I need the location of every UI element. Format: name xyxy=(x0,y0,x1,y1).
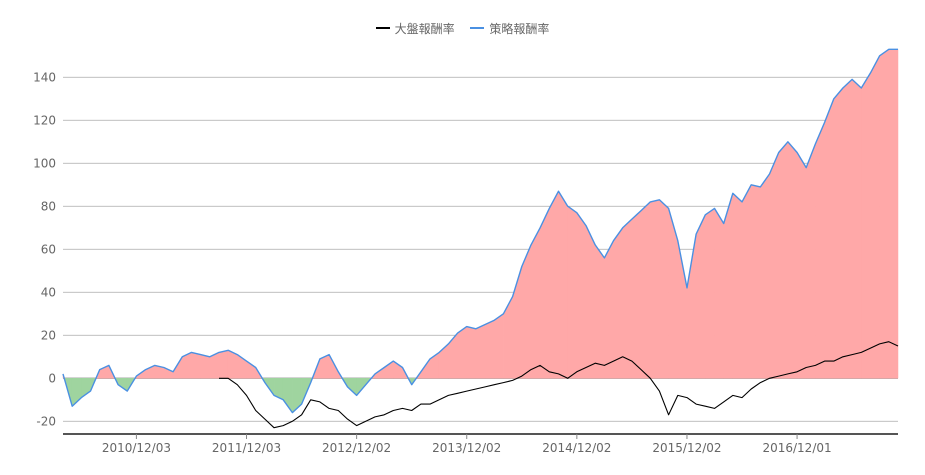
area-segment xyxy=(861,72,871,379)
area-segment xyxy=(787,141,798,379)
area-segment xyxy=(851,78,862,379)
area-segment xyxy=(604,240,614,379)
area-segment xyxy=(622,218,633,379)
area-segment xyxy=(539,208,550,379)
area-segment xyxy=(750,184,761,379)
area-segment xyxy=(282,378,293,414)
area-segment xyxy=(530,227,541,379)
y-tick-label: 140 xyxy=(33,70,56,84)
area-segment xyxy=(815,122,825,379)
area-segment xyxy=(640,201,651,379)
area-segment xyxy=(686,234,697,379)
y-tick-label: 40 xyxy=(41,285,56,299)
x-tick-label: 2013/12/02 xyxy=(432,441,501,455)
area-segment xyxy=(576,211,587,379)
area-segment xyxy=(613,226,623,379)
area-segment xyxy=(631,209,642,379)
y-tick-label: 80 xyxy=(41,199,56,213)
legend: 大盤報酬率 策略報酬率 xyxy=(0,18,925,37)
area-segment xyxy=(732,192,743,379)
y-axis-ticks: -20 0 20 40 60 80 100 120 140 xyxy=(33,70,56,428)
x-tick-label: 2011/12/03 xyxy=(212,441,281,455)
area-segment xyxy=(695,214,706,379)
strategy-return-line xyxy=(62,48,898,414)
area-segment xyxy=(466,326,477,379)
area-segment xyxy=(778,141,789,379)
area-segment xyxy=(503,296,513,379)
area-segment xyxy=(594,244,605,379)
area-fills xyxy=(62,48,899,414)
area-segment xyxy=(200,354,211,379)
area-segment xyxy=(218,349,229,379)
area-segment xyxy=(558,190,568,379)
area-segment xyxy=(484,319,495,379)
series-lines xyxy=(62,48,899,429)
legend-swatch-strategy xyxy=(470,27,485,29)
legend-label-strategy: 策略報酬率 xyxy=(489,21,550,36)
area-segment xyxy=(879,48,890,379)
market-return-line xyxy=(219,341,899,429)
x-tick-label: 2014/12/02 xyxy=(542,441,611,455)
area-segment xyxy=(741,184,752,379)
area-segment xyxy=(659,199,669,379)
area-segment xyxy=(191,352,201,379)
area-segment xyxy=(705,207,715,379)
area-segment xyxy=(796,151,807,379)
area-segment xyxy=(494,313,504,379)
x-axis-ticks: 2010/12/03 2011/12/03 2012/12/02 2013/12/02… xyxy=(102,434,832,455)
y-tick-label: 120 xyxy=(33,113,56,127)
area-segment xyxy=(457,326,467,379)
legend-swatch-market xyxy=(375,27,390,29)
legend-item-strategy[interactable]: 策略報酬率 xyxy=(470,20,549,37)
y-tick-label: 20 xyxy=(41,328,56,342)
area-segment xyxy=(805,143,816,379)
y-tick-label: 100 xyxy=(33,156,56,170)
area-segment xyxy=(567,205,578,379)
x-tick-label: 2015/12/02 xyxy=(652,441,721,455)
area-segment xyxy=(833,87,844,379)
area-segment xyxy=(760,173,770,379)
x-tick-label: 2016/12/01 xyxy=(762,441,831,455)
area-segment xyxy=(769,152,779,379)
area-segment xyxy=(650,199,660,379)
area-segment xyxy=(824,98,835,379)
legend-item-market[interactable]: 大盤報酬率 xyxy=(375,20,455,37)
area-segment xyxy=(842,78,853,379)
area-segment xyxy=(714,207,724,379)
area-segment xyxy=(870,55,880,379)
area-segment xyxy=(448,332,458,379)
area-segment xyxy=(475,324,486,379)
area-segment xyxy=(888,49,899,379)
area-segment xyxy=(549,191,559,379)
y-tick-label: 60 xyxy=(41,242,56,256)
x-tick-label: 2010/12/03 xyxy=(102,441,171,455)
y-tick-label: -20 xyxy=(36,414,56,428)
area-segment xyxy=(585,225,596,379)
area-segment xyxy=(117,378,128,392)
legend-label-market: 大盤報酬率 xyxy=(394,21,455,36)
area-segment xyxy=(347,378,357,397)
y-tick-label: 0 xyxy=(48,371,56,385)
x-tick-label: 2012/12/02 xyxy=(322,441,391,455)
